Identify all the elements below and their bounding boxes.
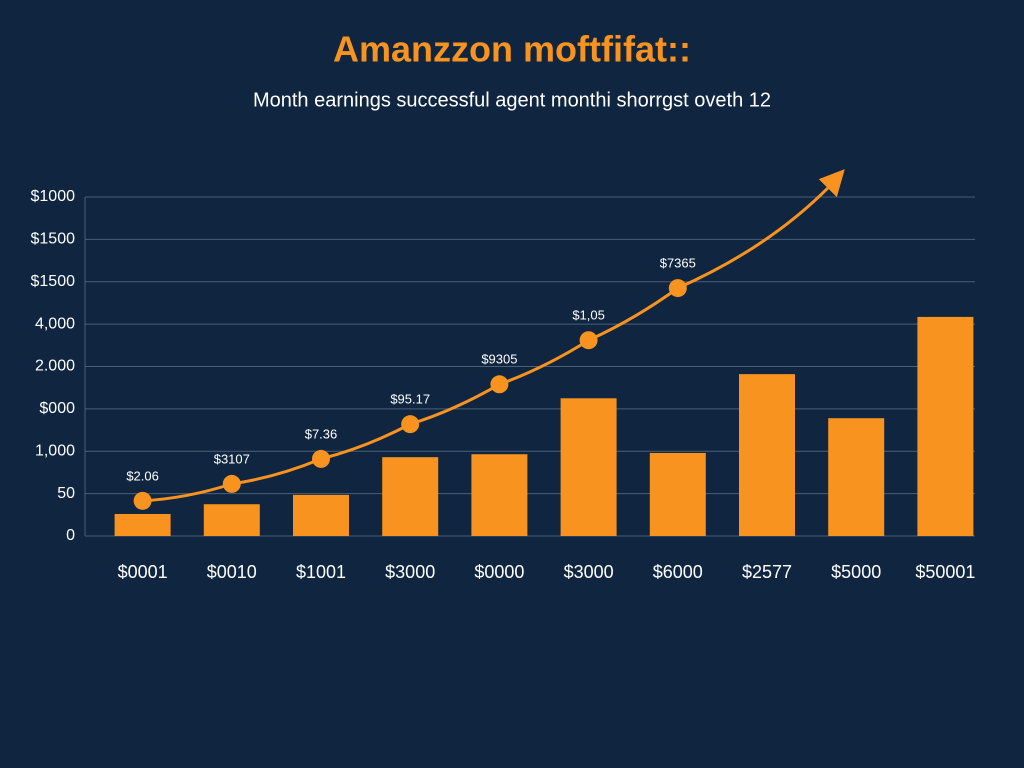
y-tick-label: 2.000 [35, 358, 75, 375]
bar [471, 454, 528, 536]
line-point [312, 449, 330, 468]
y-tick-label: 0 [66, 527, 75, 544]
bar [382, 457, 439, 536]
bar [828, 418, 885, 536]
x-tick-label: $1001 [296, 562, 346, 582]
y-tick-label: $1500 [31, 231, 76, 248]
bar [203, 504, 260, 536]
x-tick-label: $3000 [385, 562, 435, 582]
line-point [133, 491, 152, 510]
y-tick-label: $1000 [31, 188, 76, 205]
x-tick-label: $0001 [118, 562, 168, 582]
x-tick-label: $50001 [915, 562, 975, 582]
bar [739, 374, 795, 536]
y-tick-label: 4,000 [35, 315, 75, 332]
bar [917, 316, 974, 536]
value-label: $7.36 [305, 426, 338, 441]
value-label: $7365 [660, 256, 696, 271]
y-tick-label: 1,000 [35, 442, 75, 459]
y-tick-label: 50 [57, 485, 75, 502]
value-label: $95.17 [390, 392, 430, 407]
chart-title: Amanzzon moftfifat:: [333, 29, 691, 70]
bar [560, 398, 617, 536]
arrow-head [818, 169, 845, 198]
x-tick-label: $0000 [474, 562, 524, 582]
value-label: $2.06 [126, 468, 159, 483]
bar [649, 452, 706, 536]
x-tick-label: $5000 [831, 562, 881, 582]
x-tick-label: $3000 [564, 562, 614, 582]
chart-subtitle: Month earnings successful agent monthi s… [253, 89, 771, 111]
bar [114, 513, 171, 536]
bar [293, 494, 349, 536]
line-point [668, 279, 687, 298]
y-tick-label: $000 [39, 400, 75, 417]
line-point [401, 415, 420, 434]
y-tick-label: $1500 [31, 273, 76, 290]
line-point [222, 474, 241, 493]
line-point [490, 375, 509, 394]
x-tick-label: $0010 [207, 562, 257, 582]
trend-arrow [677, 187, 829, 290]
value-label: $1,05 [572, 308, 605, 323]
value-label: $3107 [214, 451, 250, 466]
line-point [579, 331, 598, 350]
value-label: $9305 [481, 352, 517, 367]
x-tick-label: $6000 [653, 562, 703, 582]
x-tick-label: $2577 [742, 562, 792, 582]
